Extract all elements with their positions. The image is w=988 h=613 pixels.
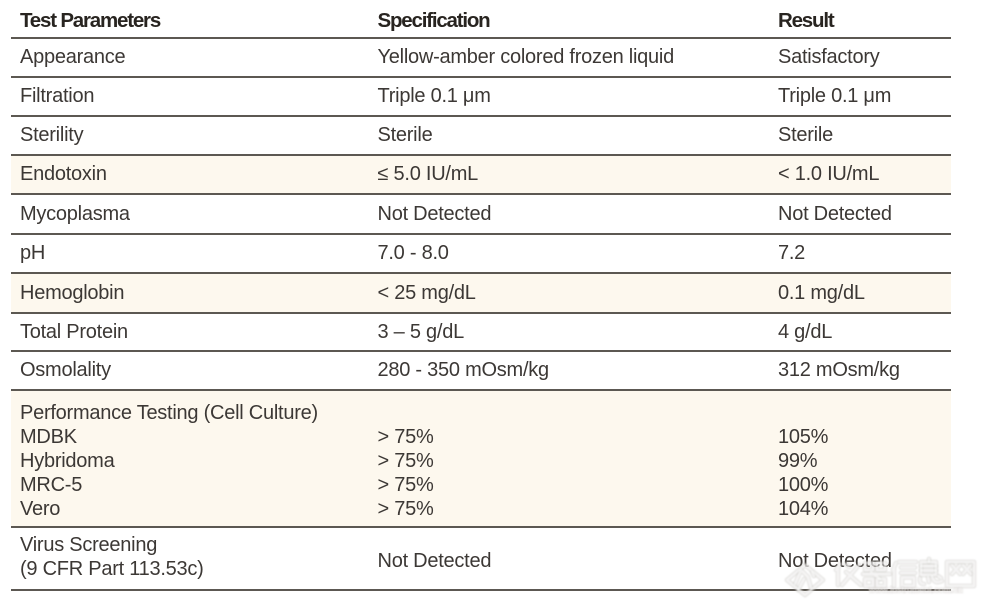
svg-text:www.instrument.com.cn: www.instrument.com.cn xyxy=(868,585,963,595)
